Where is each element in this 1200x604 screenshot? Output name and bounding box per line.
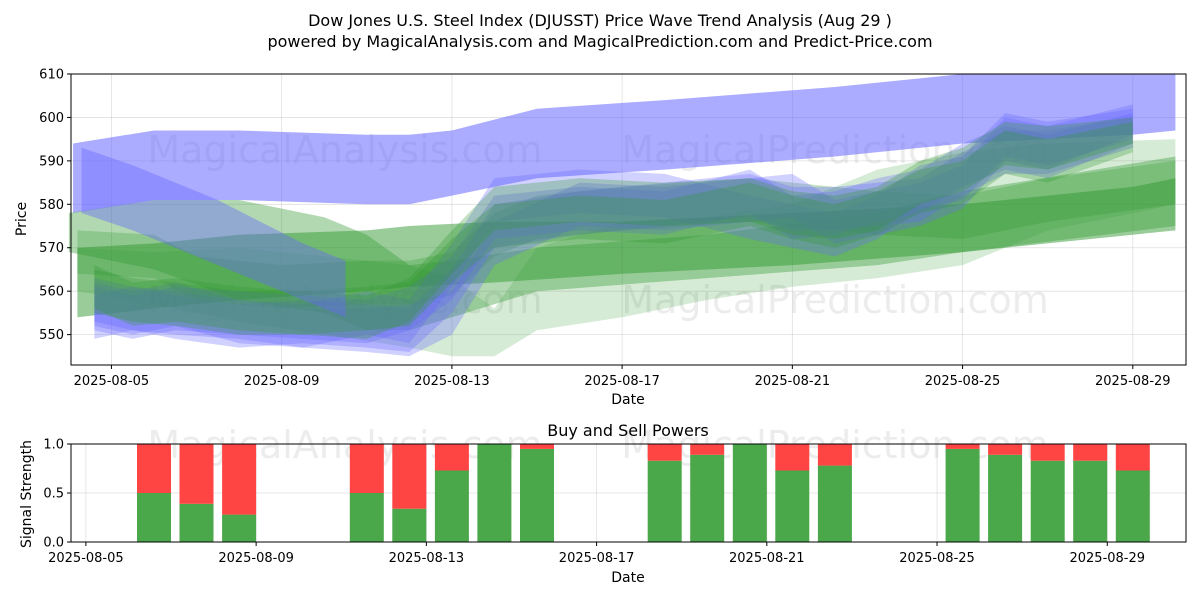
signal-y-tick-label: 1.0	[43, 438, 64, 453]
sell-power-bar	[222, 444, 257, 515]
price-y-tick-label: 580	[39, 198, 64, 213]
price-x-tick-label: 2025-08-17	[584, 374, 660, 389]
sell-power-bar	[137, 444, 171, 493]
signal-x-tick-label: 2025-08-21	[729, 551, 805, 566]
watermark: MagicalPrediction.com	[621, 278, 1049, 322]
signal-x-tick-label: 2025-08-29	[1069, 551, 1145, 566]
signal-x-axis: 2025-08-05 2025-08-09 2025-08-13 2025-08-17…	[48, 542, 1145, 566]
price-wave-band	[77, 160, 1176, 309]
buy-power-bar	[988, 454, 1023, 542]
buy-power-bar	[392, 508, 427, 542]
signal-x-tick-label: 2025-08-05	[48, 551, 124, 566]
price-wave-band	[94, 104, 1133, 357]
buy-power-bar	[732, 444, 767, 542]
sell-power-bar	[349, 444, 384, 493]
signal-bars	[137, 444, 1150, 542]
sell-power-bar	[434, 444, 469, 471]
price-wave-band	[94, 108, 1133, 348]
signal-y-tick-label: 0.5	[43, 487, 64, 502]
buy-power-bar	[349, 493, 384, 542]
price-wave-band	[94, 117, 1133, 339]
sell-power-bar	[1115, 444, 1150, 471]
signal-y-label: Signal Strength	[19, 440, 35, 548]
price-x-tick-label: 2025-08-13	[414, 374, 490, 389]
price-wave-band	[94, 121, 1133, 335]
price-y-label: Price	[14, 202, 30, 236]
price-x-tick-label: 2025-08-25	[925, 374, 1001, 389]
price-y-tick-label: 550	[39, 328, 64, 343]
price-wave-band	[94, 113, 1133, 344]
signal-x-tick-label: 2025-08-17	[559, 551, 635, 566]
sell-power-bar	[817, 444, 852, 466]
sell-power-bar	[690, 444, 725, 455]
buy-power-bar	[179, 503, 214, 542]
buy-power-bar	[477, 444, 512, 542]
price-y-axis: 550 560 570 580 590 600 610	[39, 68, 71, 343]
buy-power-bar	[1030, 460, 1065, 542]
sell-power-bar	[647, 444, 682, 461]
buy-power-bar	[775, 470, 810, 542]
signal-x-tick-label: 2025-08-09	[218, 551, 294, 566]
signal-y-tick-label: 0.0	[43, 536, 64, 551]
price-plot-frame	[70, 73, 1187, 366]
signal-chart-title: Buy and Sell Powers	[547, 421, 709, 440]
buy-power-bar	[1073, 460, 1108, 542]
price-wave-band	[73, 74, 1176, 213]
price-x-axis: 2025-08-05 2025-08-09 2025-08-13 2025-08-17…	[74, 365, 1171, 389]
price-wave-band	[81, 147, 346, 318]
price-wave-band	[77, 139, 1176, 357]
price-y-tick-label: 570	[39, 241, 64, 256]
buy-power-bar	[817, 465, 852, 542]
price-x-tick-label: 2025-08-29	[1095, 374, 1171, 389]
price-x-label: Date	[611, 392, 644, 408]
buy-power-bar	[222, 514, 257, 542]
price-bands	[68, 74, 1176, 357]
signal-y-axis: 0.0 0.5 1.0	[43, 438, 71, 551]
price-x-tick-label: 2025-08-09	[244, 374, 320, 389]
buy-power-bar	[520, 448, 554, 542]
sell-power-bar	[1073, 444, 1108, 461]
buy-power-bar	[945, 448, 980, 542]
signal-x-tick-label: 2025-08-25	[899, 551, 975, 566]
buy-power-bar	[690, 454, 725, 542]
price-x-tick-label: 2025-08-21	[755, 374, 831, 389]
sell-power-bar	[179, 444, 214, 504]
sell-power-bar	[988, 444, 1023, 455]
sell-power-bar	[392, 444, 427, 509]
sell-power-bar	[945, 444, 980, 449]
sell-power-bar	[520, 444, 554, 449]
sell-power-bar	[775, 444, 810, 471]
signal-x-tick-label: 2025-08-13	[389, 551, 465, 566]
chart-subtitle: powered by MagicalAnalysis.com and Magic…	[267, 32, 932, 51]
price-y-tick-label: 600	[39, 111, 64, 126]
price-wave-band	[94, 117, 1133, 353]
price-y-tick-label: 610	[39, 68, 64, 83]
buy-power-bar	[137, 493, 171, 542]
price-x-tick-label: 2025-08-05	[74, 374, 150, 389]
chart-title: Dow Jones U.S. Steel Index (DJUSST) Pric…	[308, 11, 892, 30]
sell-power-bar	[1030, 444, 1065, 461]
price-y-tick-label: 560	[39, 285, 64, 300]
signal-x-label: Date	[611, 570, 644, 586]
buy-power-bar	[434, 470, 469, 542]
price-y-tick-label: 590	[39, 154, 64, 169]
buy-power-bar	[647, 460, 682, 542]
buy-power-bar	[1115, 470, 1150, 542]
price-wave-band	[77, 178, 1176, 318]
